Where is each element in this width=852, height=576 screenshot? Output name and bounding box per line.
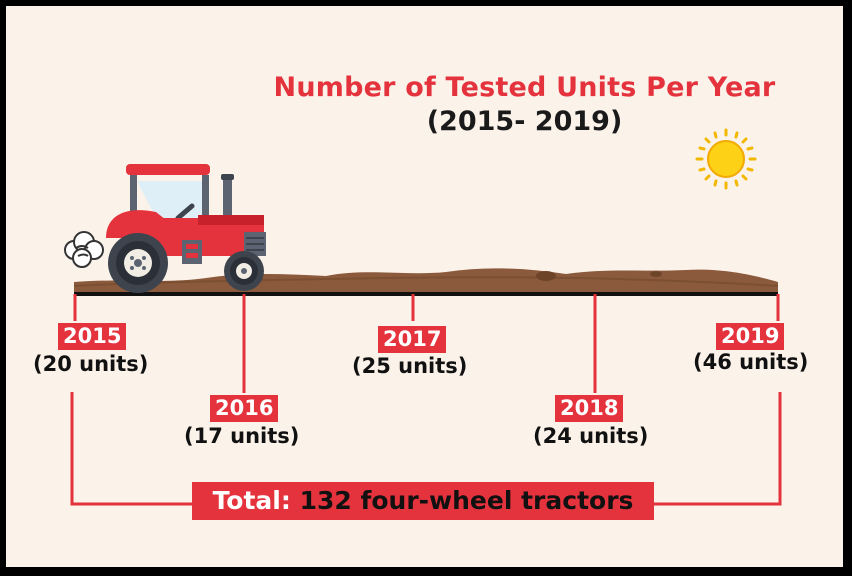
total-banner: Total: 132 four-wheel tractors	[192, 482, 654, 520]
units-2019: (46 units)	[693, 350, 809, 374]
year-badge-2017: 2017	[378, 326, 447, 353]
year-badge-2018: 2018	[555, 395, 624, 422]
tractor-icon	[106, 164, 266, 293]
timeline-connectors	[70, 294, 782, 506]
total-value: 132 four-wheel tractors	[299, 486, 634, 515]
sun-icon	[695, 128, 757, 190]
units-2016: (17 units)	[184, 424, 300, 448]
units-2018: (24 units)	[533, 424, 649, 448]
year-badge-2015: 2015	[58, 323, 127, 350]
total-label: Total:	[212, 486, 300, 515]
year-badge-2019: 2019	[716, 323, 785, 350]
units-2017: (25 units)	[352, 354, 468, 378]
infographic-card: Number of Tested Units Per Year (2015- 2…	[6, 6, 843, 567]
units-2015: (20 units)	[33, 352, 149, 376]
year-badge-2016: 2016	[210, 395, 279, 422]
page-subtitle: (2015- 2019)	[426, 106, 623, 137]
illustration-layer	[64, 128, 782, 506]
smoke-cloud-icon	[64, 231, 104, 268]
page-title: Number of Tested Units Per Year	[273, 72, 776, 103]
